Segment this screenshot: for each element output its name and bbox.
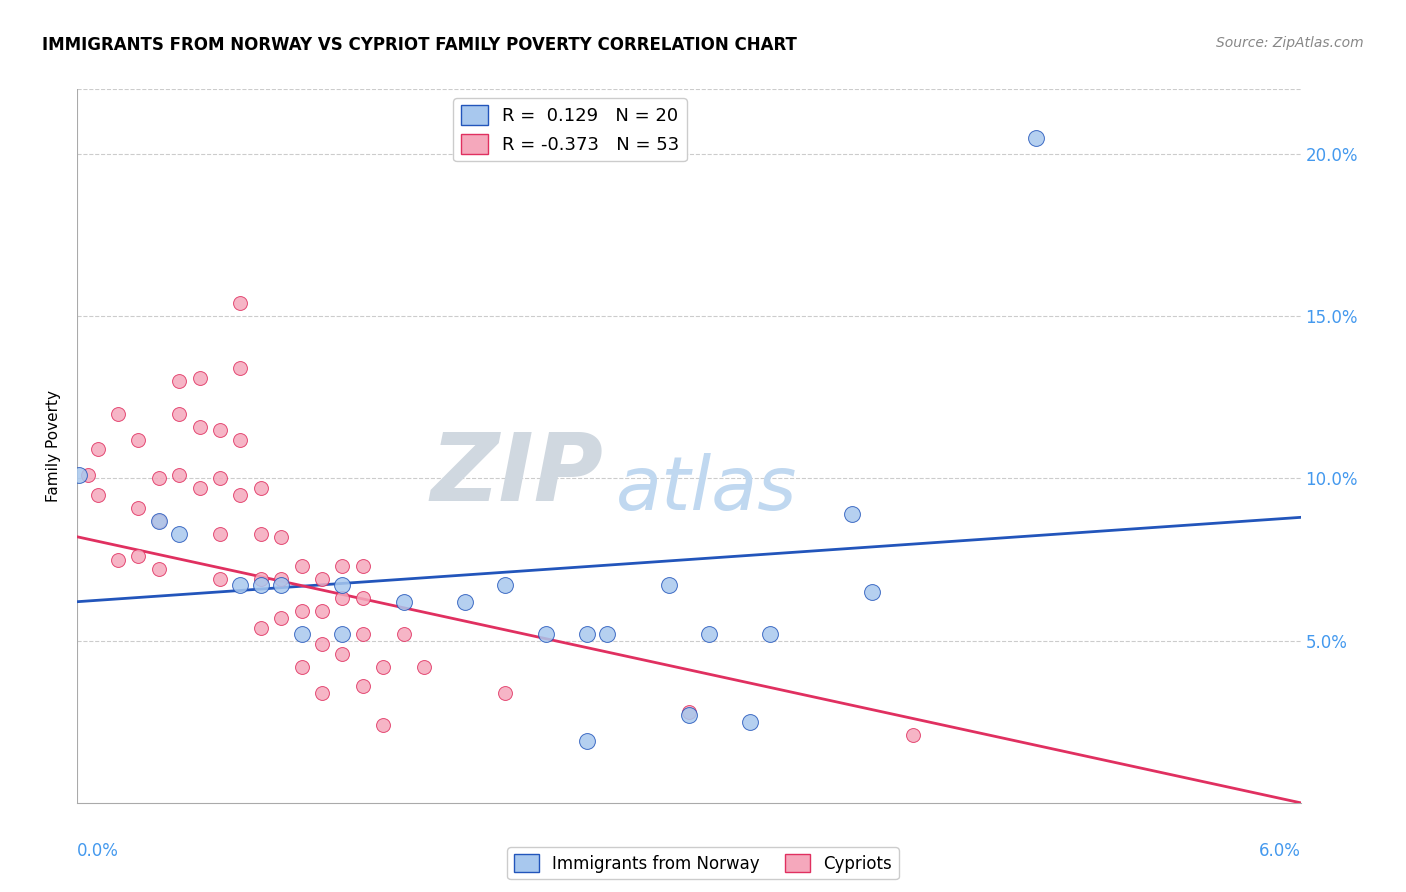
Point bbox=[841, 507, 863, 521]
Point bbox=[229, 433, 252, 447]
Point bbox=[373, 718, 395, 732]
Point bbox=[352, 679, 374, 693]
Point bbox=[759, 627, 782, 641]
Point bbox=[209, 572, 232, 586]
Point bbox=[148, 514, 170, 528]
Point bbox=[332, 647, 354, 661]
Point bbox=[188, 481, 211, 495]
Text: ZIP: ZIP bbox=[430, 428, 603, 521]
Point bbox=[311, 685, 333, 699]
Point bbox=[392, 627, 415, 641]
Point bbox=[188, 419, 211, 434]
Point bbox=[169, 468, 191, 483]
Point bbox=[352, 627, 374, 641]
Point bbox=[148, 471, 170, 485]
Point bbox=[250, 578, 273, 592]
Point bbox=[373, 659, 395, 673]
Point bbox=[229, 361, 252, 376]
Text: atlas: atlas bbox=[616, 453, 797, 524]
Point bbox=[250, 572, 273, 586]
Point bbox=[291, 604, 314, 618]
Text: 6.0%: 6.0% bbox=[1258, 842, 1301, 860]
Point bbox=[107, 407, 129, 421]
Point bbox=[128, 500, 150, 515]
Point bbox=[67, 468, 90, 483]
Point bbox=[596, 627, 619, 641]
Point bbox=[862, 585, 884, 599]
Legend: Immigrants from Norway, Cypriots: Immigrants from Norway, Cypriots bbox=[508, 847, 898, 880]
Point bbox=[658, 578, 681, 592]
Point bbox=[332, 559, 354, 574]
Point bbox=[169, 407, 191, 421]
Point bbox=[107, 552, 129, 566]
Point bbox=[536, 627, 558, 641]
Point bbox=[903, 728, 925, 742]
Point bbox=[678, 705, 700, 719]
Point bbox=[413, 659, 436, 673]
Point bbox=[270, 578, 292, 592]
Point bbox=[270, 572, 292, 586]
Point bbox=[352, 559, 374, 574]
Point bbox=[169, 526, 191, 541]
Point bbox=[576, 627, 599, 641]
Point bbox=[250, 526, 273, 541]
Point bbox=[332, 591, 354, 606]
Point bbox=[229, 488, 252, 502]
Point bbox=[188, 371, 211, 385]
Point bbox=[332, 578, 354, 592]
Point bbox=[128, 433, 150, 447]
Point bbox=[209, 471, 232, 485]
Point bbox=[87, 488, 110, 502]
Point bbox=[270, 611, 292, 625]
Point bbox=[495, 578, 517, 592]
Point bbox=[352, 591, 374, 606]
Point bbox=[311, 604, 333, 618]
Point bbox=[270, 530, 292, 544]
Point bbox=[76, 468, 98, 483]
Point bbox=[229, 578, 252, 592]
Point bbox=[291, 559, 314, 574]
Point bbox=[1025, 131, 1047, 145]
Y-axis label: Family Poverty: Family Poverty bbox=[46, 390, 62, 502]
Point bbox=[332, 627, 354, 641]
Point bbox=[209, 526, 232, 541]
Point bbox=[392, 595, 415, 609]
Text: 0.0%: 0.0% bbox=[77, 842, 120, 860]
Point bbox=[148, 562, 170, 576]
Point bbox=[128, 549, 150, 564]
Point bbox=[291, 627, 314, 641]
Point bbox=[576, 734, 599, 748]
Point bbox=[454, 595, 477, 609]
Point bbox=[250, 481, 273, 495]
Point bbox=[740, 714, 762, 729]
Point bbox=[209, 423, 232, 437]
Point bbox=[148, 514, 170, 528]
Point bbox=[311, 572, 333, 586]
Point bbox=[169, 374, 191, 388]
Point bbox=[229, 296, 252, 310]
Point bbox=[311, 637, 333, 651]
Text: Source: ZipAtlas.com: Source: ZipAtlas.com bbox=[1216, 36, 1364, 50]
Point bbox=[250, 621, 273, 635]
Point bbox=[87, 442, 110, 457]
Text: IMMIGRANTS FROM NORWAY VS CYPRIOT FAMILY POVERTY CORRELATION CHART: IMMIGRANTS FROM NORWAY VS CYPRIOT FAMILY… bbox=[42, 36, 797, 54]
Legend: R =  0.129   N = 20, R = -0.373   N = 53: R = 0.129 N = 20, R = -0.373 N = 53 bbox=[453, 98, 686, 161]
Point bbox=[495, 685, 517, 699]
Point bbox=[678, 708, 700, 723]
Point bbox=[291, 659, 314, 673]
Point bbox=[699, 627, 721, 641]
